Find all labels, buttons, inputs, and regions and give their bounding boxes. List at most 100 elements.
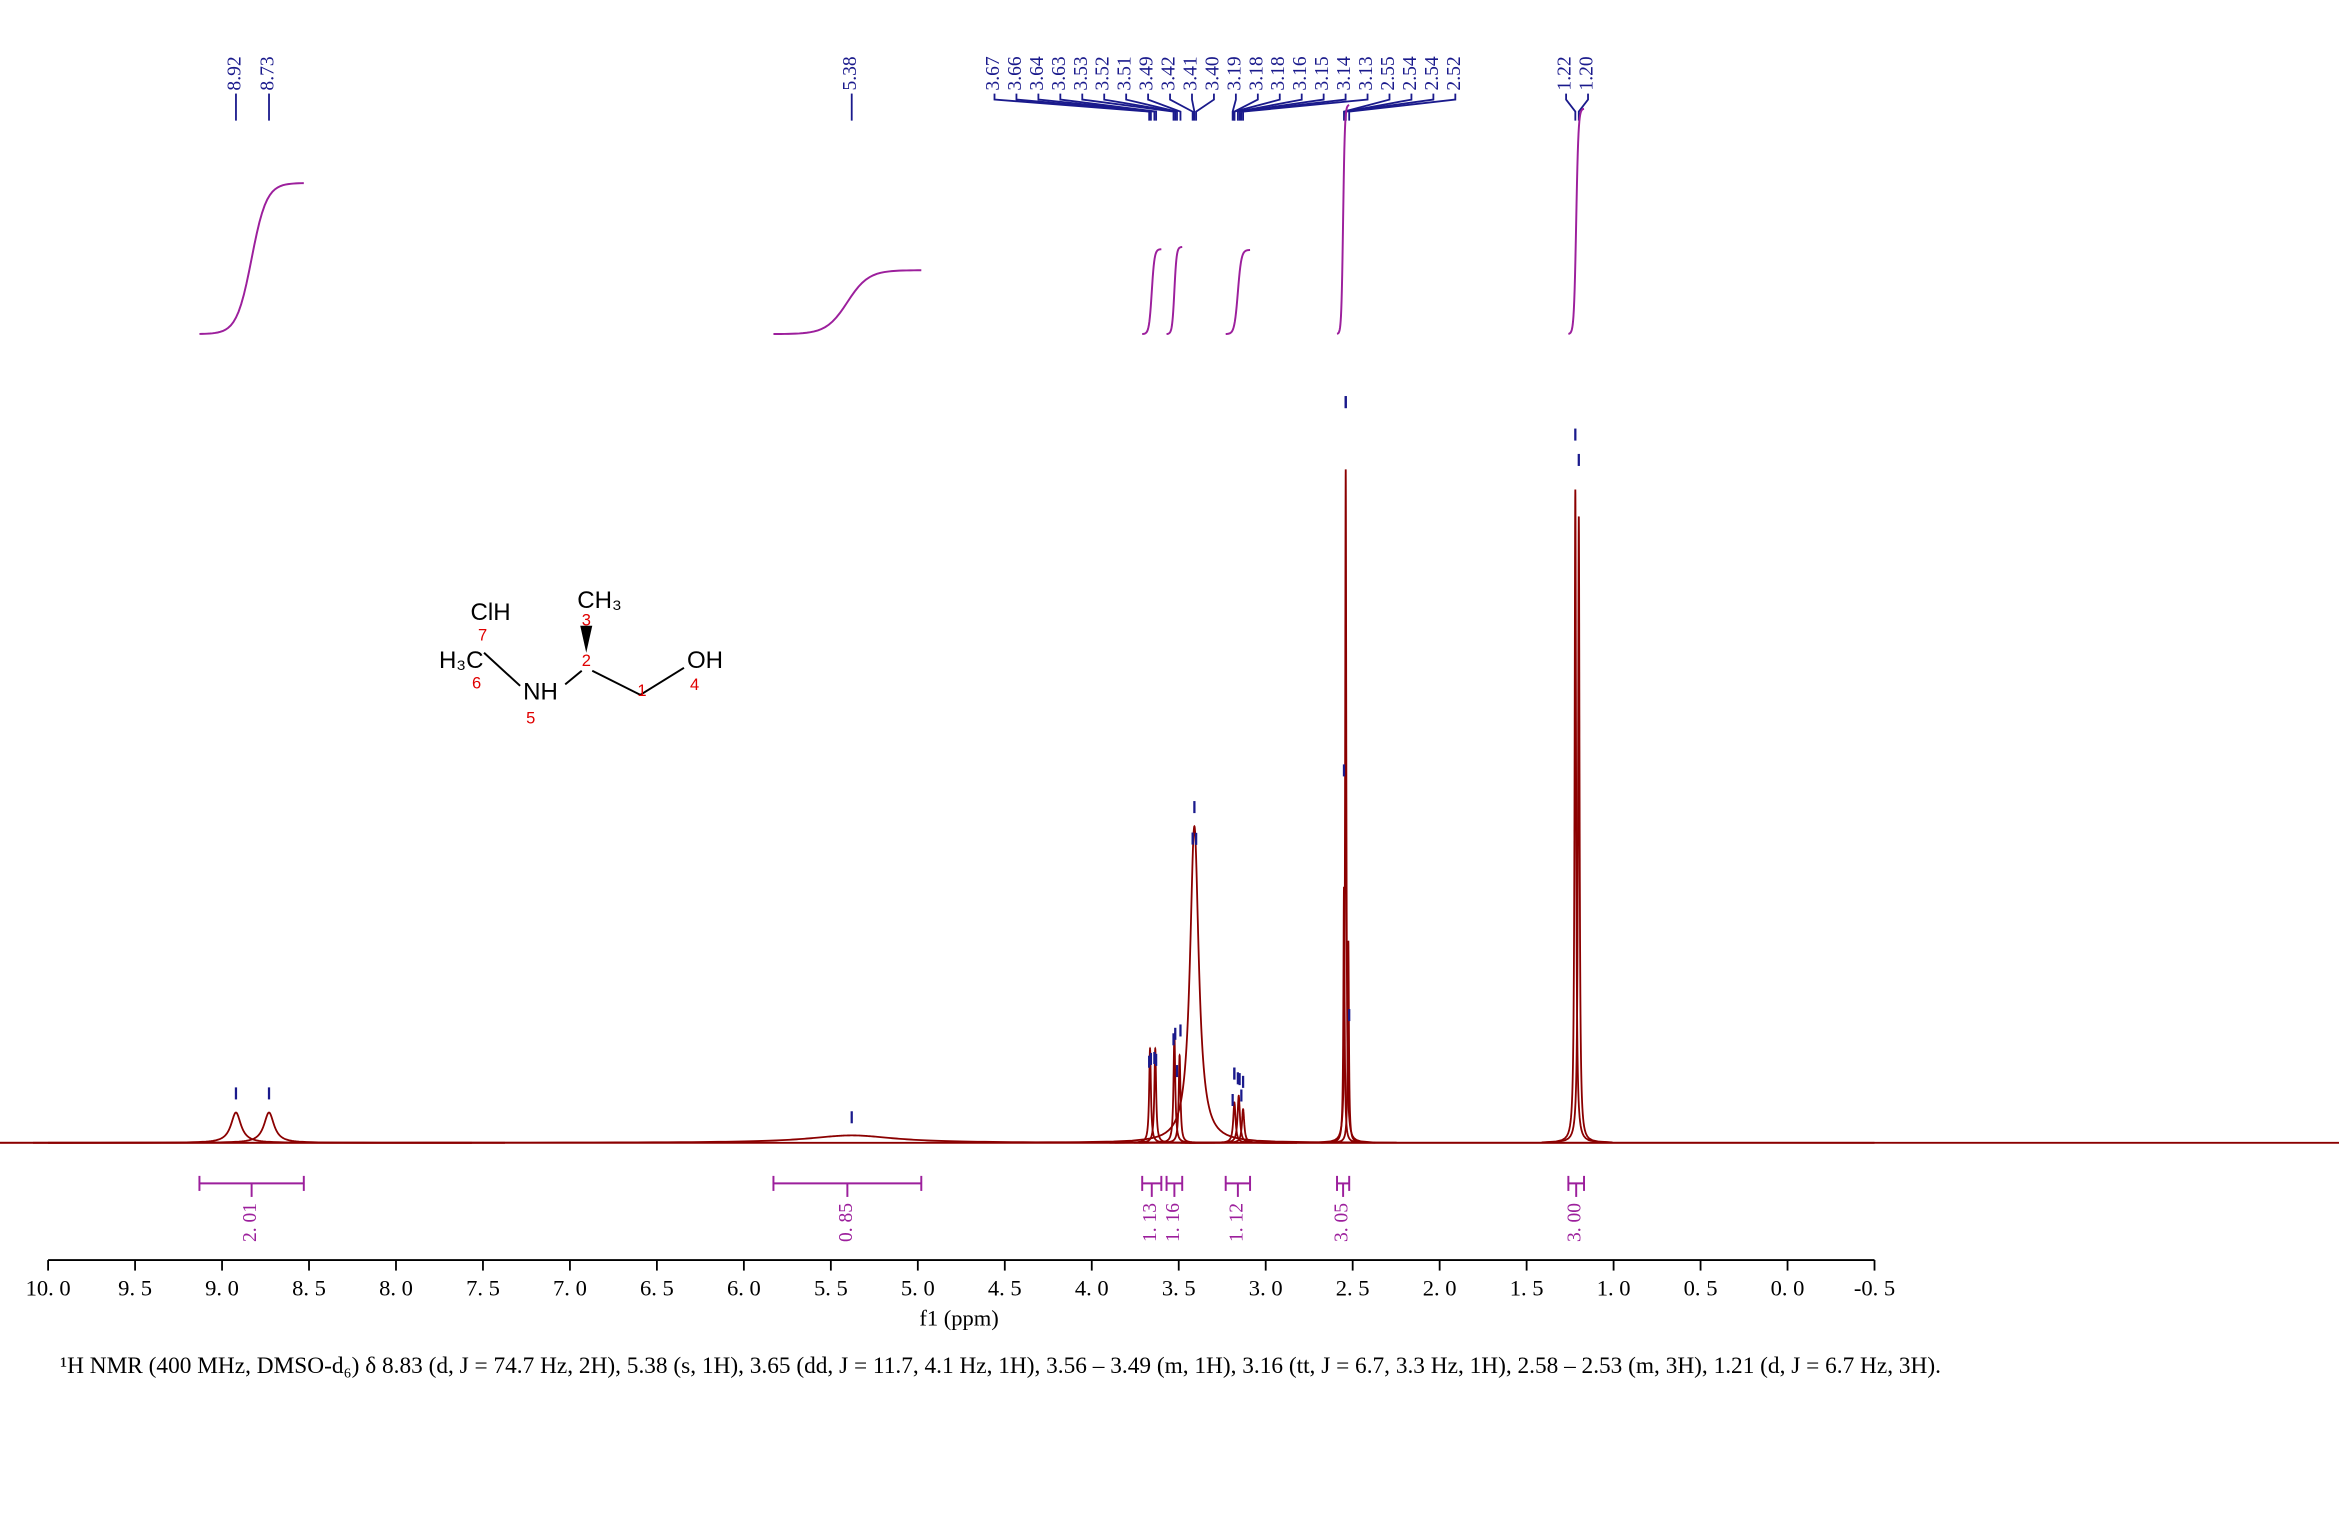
peak-label: 3.16 [1290,56,1311,90]
peak-label: 3.13 [1356,56,1377,90]
atom-number: 6 [472,674,481,693]
x-tick-label: 1. 5 [1510,1275,1544,1300]
atom-number: 1 [637,681,646,700]
peak-label-connector [1343,93,1391,121]
peak-label-connector [1037,93,1156,121]
peak-label: 2.54 [1400,56,1421,90]
x-tick-label: 6. 0 [727,1275,761,1300]
peak-label-connector [1169,93,1194,121]
peak-label-connector [1242,93,1369,121]
atom-label: H₃C [439,647,484,674]
bond [639,666,685,696]
peak-label-connector [1238,93,1325,121]
x-tick-label: 5. 0 [901,1275,935,1300]
peak-label: 8.73 [257,56,278,90]
peak [1189,1108,1298,1144]
integral-label: 1. 13 [1140,1203,1161,1242]
peak-label-connector [1240,93,1347,121]
x-tick-label: 9. 0 [205,1275,239,1300]
peak-label-connector [1577,93,1589,121]
x-tick-label: 7. 0 [553,1275,587,1300]
peak [33,1111,505,1144]
x-axis-label: f1 (ppm) [919,1305,998,1330]
peak [0,1134,2339,1144]
x-tick-label: 6. 5 [640,1275,674,1300]
peak [1318,469,1373,1144]
peak-label-connector [1147,93,1182,121]
x-tick-label: -0. 5 [1854,1275,1895,1300]
x-tick-label: 1. 0 [1597,1275,1631,1300]
peak [1184,1094,1293,1144]
x-tick-label: 2. 0 [1423,1275,1457,1300]
peak-label-connector [1059,93,1158,121]
x-tick-label: 2. 5 [1336,1275,1370,1300]
integral-label: 1. 16 [1163,1203,1184,1242]
peak-label-connector [1565,93,1577,121]
peak [1321,940,1376,1144]
x-tick-label: 7. 5 [466,1275,500,1300]
x-tick-label: 0. 5 [1684,1275,1718,1300]
atom-label: OH [687,647,723,674]
x-tick-label: 4. 5 [988,1275,1022,1300]
peak-label: 2.54 [1422,56,1443,90]
caption: ¹H NMR (400 MHz, DMSO-d₆) δ 8.83 (d, J =… [60,1353,1941,1379]
atom-number: 2 [582,651,591,670]
peak [0,1111,472,1144]
integral-label: 1. 12 [1226,1203,1247,1242]
bond [591,669,641,696]
peak-label: 3.67 [983,56,1004,90]
peak [1545,516,1613,1144]
x-tick-label: 8. 0 [379,1275,413,1300]
peak-label: 3.18 [1268,56,1289,90]
peak-label: 3.19 [1224,56,1245,90]
integral-curve [1336,104,1350,335]
x-tick-label: 3. 0 [1249,1275,1283,1300]
integral-curve [199,182,304,335]
peak-label: 3.15 [1312,56,1333,90]
peak-label: 3.66 [1005,56,1026,90]
peak-label-connector [1231,93,1237,121]
peak-label: 2.52 [1444,56,1465,90]
peak-label: 1.22 [1555,56,1576,90]
peak [1114,1046,1196,1144]
x-tick-label: 3. 5 [1162,1275,1196,1300]
peak-label-connector [993,93,1151,121]
atom-label: ClH [471,599,511,626]
peak-label-connector [1233,93,1281,121]
peak-label: 3.52 [1093,56,1114,90]
bond [483,652,521,687]
peak-label: 3.51 [1115,56,1136,90]
peak-label: 8.92 [224,56,245,90]
atom-number: 7 [478,626,487,645]
x-tick-label: 8. 5 [292,1275,326,1300]
peak-label: 3.64 [1027,56,1048,90]
x-tick-label: 10. 0 [26,1275,71,1300]
integral-curve [773,269,922,335]
peak-label-connector [1195,93,1215,121]
peak-label: 3.40 [1202,56,1223,90]
peak-label-connector [1103,93,1177,121]
peak [1109,1046,1191,1144]
peak-label: 3.53 [1071,56,1092,90]
peak-label: 2.55 [1378,56,1399,90]
peak-label: 3.49 [1137,56,1158,90]
peak-label: 3.14 [1334,56,1355,90]
integral-curve [1142,248,1162,335]
peak-label: 1.20 [1577,56,1598,90]
peak-label-connector [1191,93,1196,121]
integral-label: 2. 01 [240,1203,261,1242]
peak-label-connector [1348,93,1457,121]
atom-number: 3 [582,611,591,630]
peak-label-connector [1081,93,1175,121]
peak [1541,489,1610,1144]
x-tick-label: 0. 0 [1771,1275,1805,1300]
peak-label-connector [1015,93,1152,121]
peak-label-connector [1125,93,1178,121]
peak-label: 5.38 [840,56,861,90]
caption-box: ¹H NMR (400 MHz, DMSO-d₆) δ 8.83 (d, J =… [60,1353,1941,1379]
peak-label: 3.18 [1246,56,1267,90]
integral-curve [1225,249,1251,335]
peak [992,824,1397,1144]
